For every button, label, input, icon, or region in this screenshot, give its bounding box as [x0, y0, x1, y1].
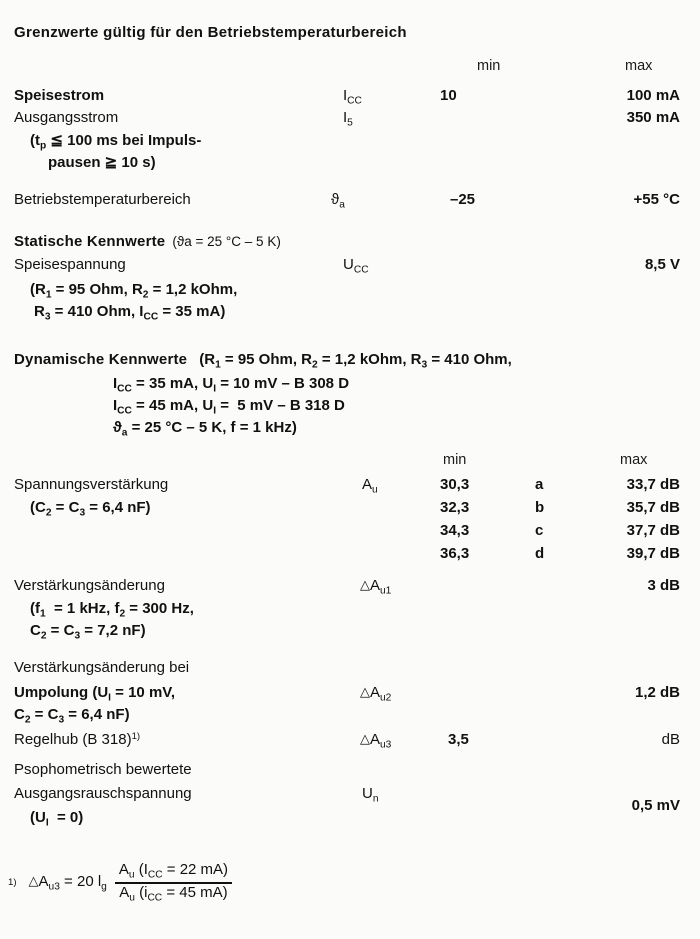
row-label-noise-line-1: Psophometrisch bewertete — [14, 761, 192, 778]
footnote-formula-lhs: △Au3 = 20 lg — [28, 873, 107, 893]
section-heading-dynamic: Dynamische Kennwerte — [14, 351, 188, 368]
section-conditions-static: (ϑa = 25 °C – 5 K) — [172, 234, 281, 249]
row-symbol-noise: Un — [362, 785, 379, 805]
row-symbol-supply-current: ICC — [343, 87, 362, 107]
row-max-noise: 0,5 mV — [631, 797, 680, 814]
page-title: Grenzwerte gültig für den Betriebstemper… — [14, 24, 407, 41]
delta-triangle-icon: △ — [360, 577, 370, 592]
gain-note: (C2 = C3 = 6,4 nF) — [30, 499, 151, 519]
section-heading-static: Statische Kennwerte — [14, 233, 166, 250]
dynamic-condition-line-3: ICC = 45 mA, UI = 5 mV – B 318 D — [113, 397, 345, 417]
gain-row-min-a: 30,3 — [440, 476, 470, 493]
footnote-denominator: Au (iCC = 45 mA) — [115, 881, 232, 904]
row-label-noise-line-3: (UI = 0) — [30, 809, 84, 829]
row-label-supply-voltage: Speisespannung — [14, 256, 126, 273]
gain-row-max-b: 35,7 dB — [626, 499, 680, 516]
delta-triangle-icon: △ — [360, 684, 370, 699]
delta-triangle-icon: △ — [28, 873, 39, 889]
row-label-temperature-range: Betriebstemperaturbereich — [14, 191, 191, 208]
row-max-supply-current: 100 mA — [626, 87, 680, 104]
footnote-marker: 1) — [8, 877, 17, 889]
static-note-line-2: R3 = 410 Ohm, ICC = 35 mA) — [34, 303, 226, 323]
delta-triangle-icon: △ — [360, 731, 370, 746]
dynamic-condition-line-2: ICC = 35 mA, UI = 10 mV – B 308 D — [113, 375, 350, 395]
gain-row-max-c: 37,7 dB — [626, 522, 680, 539]
row-label-noise-line-2: Ausgangsrauschspannung — [14, 785, 192, 802]
footnote-fraction: Au (ICC = 22 mA) Au (iCC = 45 mA) — [115, 862, 232, 904]
gain-row-grade-a: a — [535, 476, 544, 493]
gain-change-note-line-1: (f1 = 1 kHz, f2 = 300 Hz, — [30, 600, 194, 620]
static-note-line-1: (R1 = 95 Ohm, R2 = 1,2 kOhm, — [30, 281, 238, 301]
row-max-supply-voltage: 8,5 V — [644, 256, 680, 273]
gain-row-min-c: 34,3 — [440, 522, 470, 539]
row-label-reverse-line-2: Umpolung (UI = 10 mV, — [14, 684, 176, 704]
pulse-note-line-1: (tp ≦ 100 ms bei Impuls- — [30, 132, 202, 152]
row-max-output-current: 350 mA — [626, 109, 680, 126]
row-max-temperature-range: +55 °C — [633, 191, 680, 208]
footnote-numerator: Au (ICC = 22 mA) — [118, 861, 229, 881]
footnote-marker-inline: 1) — [131, 731, 141, 743]
column-header-max: max — [625, 58, 653, 74]
gain-row-min-b: 32,3 — [440, 499, 470, 516]
gain-row-max-a: 33,7 dB — [626, 476, 680, 493]
row-symbol-voltage-gain: Au — [362, 476, 378, 496]
row-label-gain-change: Verstärkungsänderung — [14, 577, 165, 594]
row-label-reverse-line-3: C2 = C3 = 6,4 nF) — [14, 706, 130, 726]
row-min-control-range: 3,5 — [448, 731, 469, 748]
column-header-min: min — [477, 58, 501, 74]
dynamic-condition-line-4: ϑa = 25 °C – 5 K, f = 1 kHz) — [113, 419, 297, 439]
gain-change-note-line-2: C2 = C3 = 7,2 nF) — [30, 622, 146, 642]
row-label-output-current: Ausgangsstrom — [14, 109, 119, 126]
row-symbol-supply-voltage: UCC — [343, 256, 369, 276]
row-label-supply-current: Speisestrom — [14, 87, 105, 104]
row-label-control-range: Regelhub (B 318) — [14, 731, 132, 748]
gain-row-min-d: 36,3 — [440, 545, 470, 562]
row-label-voltage-gain: Spannungsverstärkung — [14, 476, 169, 493]
row-symbol-reverse: △Au2 — [360, 684, 392, 704]
footnote: 1) △Au3 = 20 lg Au (ICC = 22 mA) Au (iCC… — [8, 862, 232, 904]
gain-row-max-d: 39,7 dB — [626, 545, 680, 562]
gain-row-grade-b: b — [535, 499, 545, 516]
row-min-temperature-range: –25 — [450, 191, 476, 208]
row-symbol-temperature-range: ϑa — [331, 191, 345, 211]
row-symbol-control-range: △Au3 — [360, 731, 392, 751]
dynamic-column-header-min: min — [443, 452, 467, 468]
row-label-reverse-line-1: Verstärkungsänderung bei — [14, 659, 190, 676]
gain-row-grade-c: c — [535, 522, 544, 539]
dynamic-condition-line-1: (R1 = 95 Ohm, R2 = 1,2 kOhm, R3 = 410 Oh… — [199, 351, 512, 371]
row-min-supply-current: 10 — [440, 87, 457, 104]
row-symbol-output-current: I5 — [343, 109, 353, 129]
pulse-note-line-2: pausen ≧ 10 s) — [48, 154, 156, 171]
row-max-gain-change: 3 dB — [647, 577, 680, 594]
gain-row-grade-d: d — [535, 545, 545, 562]
dynamic-column-header-max: max — [620, 452, 648, 468]
row-symbol-gain-change: △Au1 — [360, 577, 392, 597]
row-max-reverse: 1,2 dB — [634, 684, 680, 701]
row-max-control-range: dB — [661, 731, 680, 748]
